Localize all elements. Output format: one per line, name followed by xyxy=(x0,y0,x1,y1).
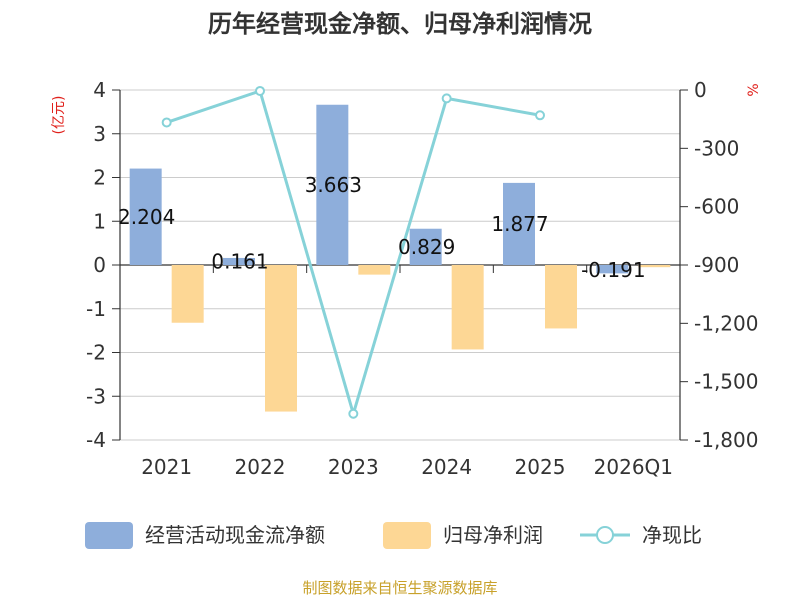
legend-label-ratio: 净现比 xyxy=(642,523,702,547)
ratio-point xyxy=(535,110,545,121)
data-labels: 2.204 0.161 3.663 0.829 1.877 -0.191 xyxy=(118,173,646,282)
right-tick-label: -900 xyxy=(694,253,739,277)
right-tick-label: -1,800 xyxy=(694,428,758,452)
cashflow-value-label: 1.877 xyxy=(491,212,548,236)
category-label: 2024 xyxy=(421,455,472,479)
cashflow-bar xyxy=(223,257,255,265)
right-tick-label: -1,500 xyxy=(694,370,758,394)
cashflow-value-label: 2.204 xyxy=(118,205,175,229)
cashflow-bar xyxy=(316,104,349,266)
legend-swatch-cashflow xyxy=(85,522,133,549)
ratio-point xyxy=(441,93,452,104)
left-tick-label: 0 xyxy=(93,253,106,277)
cashflow-bar xyxy=(596,265,629,274)
ratio-point xyxy=(161,117,172,128)
bars xyxy=(129,104,671,412)
cashflow-value-label: 3.663 xyxy=(305,173,362,197)
legend-marker-ratio xyxy=(596,526,614,544)
netprofit-bar xyxy=(171,265,204,323)
axes: 4 3 2 1 0 -1 -2 -3 -4 0 -300 -600 -900 -1,200 -1,500 -1… xyxy=(51,78,762,479)
cashflow-bar xyxy=(503,182,535,265)
left-tick-label: 3 xyxy=(93,122,106,146)
right-tick-label: -1,200 xyxy=(694,311,758,335)
category-label: 2026Q1 xyxy=(594,455,673,479)
cashflow-bar xyxy=(409,228,442,265)
left-tick-label: 2 xyxy=(93,166,106,190)
netprofit-bar xyxy=(358,265,391,275)
legend-swatch-netprofit xyxy=(383,522,431,549)
left-axis-unit: (亿元) xyxy=(51,96,67,135)
netprofit-bar xyxy=(638,265,671,268)
legend-label-netprofit: 归母净利润 xyxy=(443,523,543,547)
category-label: 2021 xyxy=(141,455,192,479)
left-tick-label: -3 xyxy=(86,384,106,408)
netprofit-bar xyxy=(451,265,484,350)
ratio-line xyxy=(161,85,545,420)
ratio-point xyxy=(348,408,359,419)
category-label: 2022 xyxy=(235,455,286,479)
cashflow-value-label: 0.829 xyxy=(398,235,455,259)
chart-title: 历年经营现金净额、归母净利润情况 xyxy=(208,10,592,38)
netprofit-bar xyxy=(265,265,297,412)
left-tick-label: -2 xyxy=(86,341,106,365)
category-label: 2025 xyxy=(515,455,566,479)
right-tick-label: -300 xyxy=(694,136,739,160)
legend: 经营活动现金流净额 归母净利润 净现比 xyxy=(85,522,702,549)
right-tick-label: 0 xyxy=(694,78,707,102)
cashflow-value-label: 0.161 xyxy=(211,249,268,273)
right-axis-unit: % xyxy=(746,83,762,96)
left-tick-label: -4 xyxy=(86,428,106,452)
source-note: 制图数据来自恒生聚源数据库 xyxy=(302,579,497,597)
category-label: 2023 xyxy=(328,455,379,479)
cashflow-value-label: -0.191 xyxy=(581,258,645,282)
left-tick-label: -1 xyxy=(86,297,106,321)
left-tick-label: 4 xyxy=(93,78,106,102)
right-tick-label: -600 xyxy=(694,195,739,219)
left-tick-label: 1 xyxy=(93,209,106,233)
legend-label-cashflow: 经营活动现金流净额 xyxy=(145,523,325,547)
cashflow-bar xyxy=(129,168,162,265)
ratio-point xyxy=(255,85,265,96)
netprofit-bar xyxy=(545,265,577,329)
